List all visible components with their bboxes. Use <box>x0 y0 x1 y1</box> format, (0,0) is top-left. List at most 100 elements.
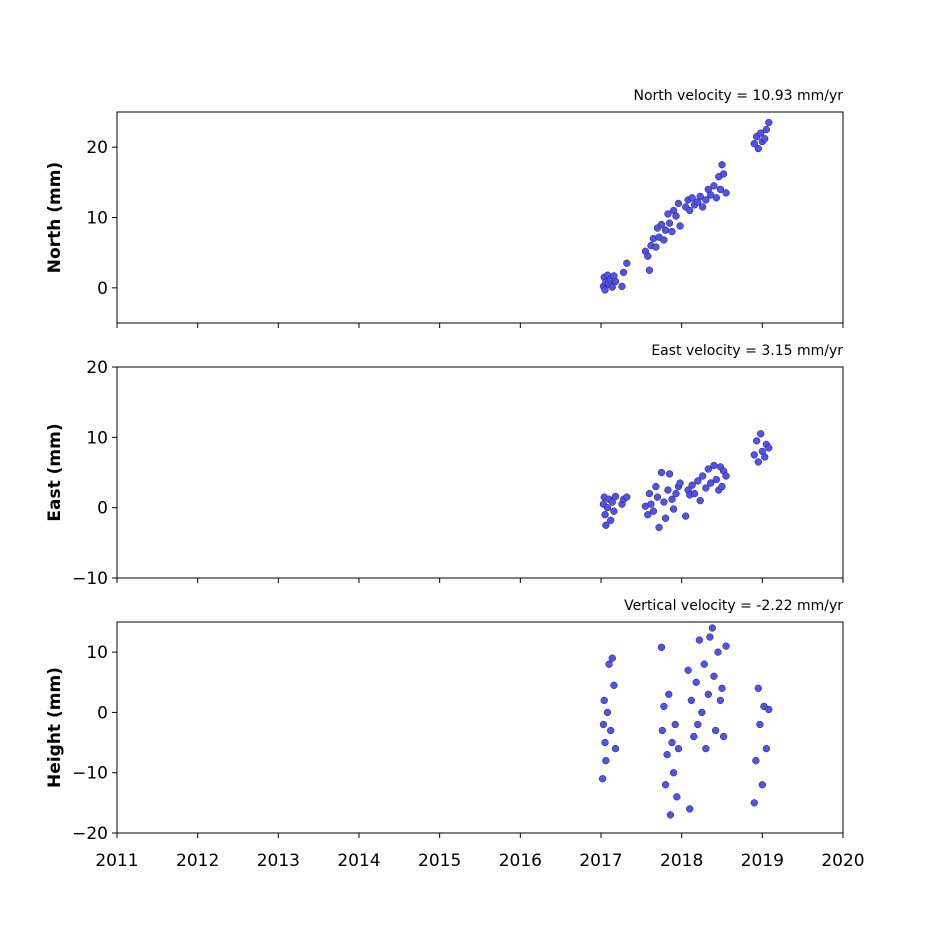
data-point <box>601 511 609 519</box>
y-tick-label: 0 <box>97 703 108 723</box>
data-point <box>601 738 609 747</box>
data-point <box>623 493 631 501</box>
data-point <box>712 475 721 484</box>
data-point <box>665 470 674 478</box>
data-point <box>718 161 726 169</box>
data-point <box>710 461 718 470</box>
data-point <box>698 472 707 480</box>
y-axis-label: North (mm) <box>45 162 65 273</box>
data-point <box>657 468 666 477</box>
data-point <box>657 220 666 229</box>
data-point <box>663 750 671 759</box>
data-point <box>684 666 692 674</box>
data-point <box>676 222 684 230</box>
data-point <box>607 516 615 524</box>
data-point <box>758 781 766 789</box>
data-point <box>655 523 663 532</box>
x-tick-label: 2017 <box>579 851 622 871</box>
data-point <box>676 479 684 487</box>
data-point <box>657 643 666 651</box>
data-point <box>658 726 666 735</box>
data-point <box>706 633 714 641</box>
axes-frame <box>116 621 844 834</box>
data-point <box>765 118 773 127</box>
data-point <box>608 498 616 506</box>
axes-frame <box>116 366 844 579</box>
data-point <box>687 696 695 705</box>
x-tick-label: 2015 <box>418 851 461 871</box>
data-point <box>608 654 616 662</box>
data-point <box>674 199 683 208</box>
data-point <box>611 744 620 753</box>
data-point <box>716 185 725 194</box>
data-point <box>762 125 771 134</box>
data-point <box>722 189 730 197</box>
data-point <box>602 521 610 529</box>
data-point <box>719 170 728 178</box>
data-point <box>623 259 631 267</box>
data-point <box>618 282 626 291</box>
panel-title: Vertical velocity = -2.22 mm/yr <box>624 598 843 614</box>
data-point <box>692 678 700 686</box>
data-point <box>712 194 721 202</box>
data-point <box>665 690 673 698</box>
data-point <box>714 648 722 656</box>
x-tick-label: 2014 <box>337 851 380 871</box>
data-point <box>605 660 613 668</box>
data-point <box>688 194 696 202</box>
data-point <box>761 135 769 143</box>
data-point <box>666 811 675 819</box>
data-point <box>674 744 683 753</box>
y-tick-label: 20 <box>86 138 108 158</box>
data-point <box>652 243 660 251</box>
data-point <box>619 268 628 277</box>
data-point <box>752 757 760 765</box>
data-point <box>669 505 678 513</box>
data-point <box>661 514 670 522</box>
data-point <box>690 732 698 741</box>
data-point <box>647 500 655 508</box>
y-tick-label: −10 <box>72 569 108 589</box>
y-tick-label: −20 <box>72 824 108 844</box>
data-point <box>765 705 773 714</box>
data-point <box>756 720 764 729</box>
data-point <box>660 236 668 244</box>
data-point <box>702 484 710 492</box>
data-point <box>754 684 762 692</box>
data-point <box>765 444 773 452</box>
data-point <box>711 726 720 735</box>
panel: North velocity = 10.93 mm/yr North (mm) 0 1… <box>45 88 844 328</box>
data-point <box>608 283 616 291</box>
data-point <box>611 277 620 286</box>
data-point <box>671 720 679 729</box>
data-point <box>719 732 728 741</box>
data-point <box>762 744 771 753</box>
data-point <box>649 507 658 515</box>
data-point <box>660 702 668 711</box>
data-point <box>686 206 694 215</box>
data-point <box>696 496 704 505</box>
y-tick-label: 0 <box>97 279 108 299</box>
data-point <box>599 720 608 729</box>
data-point <box>661 781 670 789</box>
y-axis-label: East (mm) <box>45 423 65 521</box>
data-point <box>601 286 609 294</box>
data-point <box>672 212 680 220</box>
data-point <box>716 696 725 705</box>
data-point <box>754 144 762 153</box>
data-point <box>754 458 762 466</box>
data-point <box>696 192 704 201</box>
data-point <box>645 489 654 498</box>
data-point <box>611 492 620 501</box>
data-point <box>757 430 765 438</box>
x-tick-label: 2020 <box>821 851 864 871</box>
data-point <box>702 744 710 753</box>
data-point <box>664 210 672 218</box>
data-point <box>661 226 670 234</box>
y-tick-label: 20 <box>86 358 108 378</box>
data-point <box>664 486 672 494</box>
data-point <box>698 708 706 717</box>
data-point <box>694 477 702 485</box>
data-point <box>653 493 662 501</box>
